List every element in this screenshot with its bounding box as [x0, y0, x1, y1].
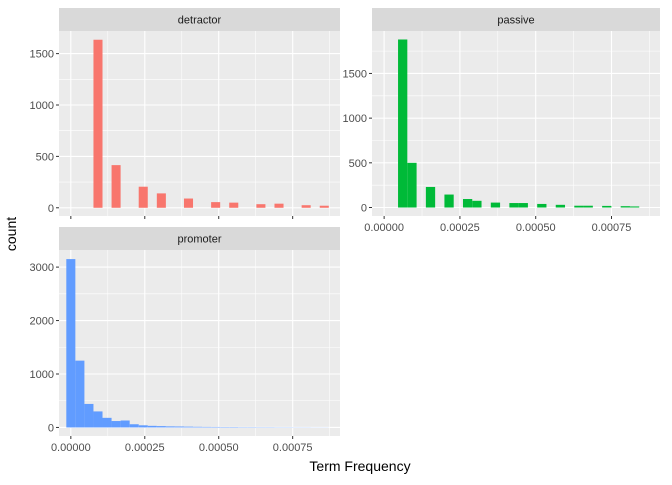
- y-tick-label: 1500: [343, 68, 367, 80]
- histogram-bar: [274, 204, 283, 208]
- histogram-bar: [66, 259, 75, 427]
- histogram-bar: [148, 426, 157, 428]
- x-tick-label: 0.00075: [273, 442, 313, 454]
- histogram-bar: [166, 426, 175, 427]
- x-tick-label: 0.00000: [51, 442, 91, 454]
- panel-background: [59, 250, 340, 436]
- histogram-bar: [509, 203, 518, 207]
- x-tick-label: 0.00050: [516, 222, 556, 234]
- y-tick-label: 500: [36, 151, 54, 163]
- histogram-bar: [444, 195, 453, 208]
- y-tick-label: 0: [361, 203, 367, 215]
- x-axis-title: Term Frequency: [309, 458, 410, 474]
- histogram-bar: [256, 204, 265, 208]
- histogram-bar: [175, 426, 184, 427]
- histogram-bar: [584, 206, 593, 208]
- y-tick-label: 0: [48, 203, 54, 215]
- histogram-bar: [75, 361, 84, 428]
- histogram-bar: [537, 204, 546, 208]
- histogram-bar: [93, 411, 102, 427]
- histogram-bar: [574, 206, 583, 208]
- y-tick-label: 2000: [30, 316, 54, 328]
- histogram-bar: [193, 427, 202, 428]
- histogram-bar: [130, 424, 139, 427]
- histogram-bar: [84, 404, 93, 428]
- histogram-bar: [184, 427, 193, 428]
- y-tick-label: 1000: [30, 369, 54, 381]
- histogram-bar: [157, 426, 166, 427]
- histogram-bar: [139, 187, 148, 208]
- histogram-bar: [519, 203, 528, 207]
- histogram-bar: [93, 40, 102, 208]
- histogram-bar: [139, 425, 148, 427]
- histogram-bar: [407, 163, 416, 208]
- histogram-bar: [472, 201, 481, 208]
- histogram-bar: [229, 203, 238, 208]
- histogram-bar: [211, 202, 220, 208]
- x-tick-label: 0.00025: [125, 442, 165, 454]
- histogram-bar: [157, 193, 166, 207]
- y-tick-label: 500: [349, 158, 367, 170]
- histogram-bar: [491, 203, 500, 208]
- histogram-bar: [463, 199, 472, 207]
- histogram-bar: [426, 187, 435, 208]
- histogram-bar: [103, 418, 112, 428]
- histogram-bar: [320, 206, 329, 208]
- x-tick-label: 0.00025: [440, 222, 480, 234]
- histogram-bar: [184, 199, 193, 208]
- y-tick-label: 0: [48, 422, 54, 434]
- facet-strip-label: promoter: [177, 234, 221, 246]
- histogram-bar: [556, 205, 565, 208]
- histogram-bar: [112, 165, 121, 208]
- x-tick-label: 0.00050: [199, 442, 239, 454]
- histogram-bar: [630, 206, 639, 207]
- histogram-bar: [112, 421, 121, 427]
- y-tick-label: 1000: [343, 113, 367, 125]
- histogram-bar: [302, 205, 311, 208]
- histogram-bar: [602, 206, 611, 208]
- histogram-bar: [121, 421, 130, 428]
- histogram-bar: [398, 39, 407, 207]
- facet-strip-label: detractor: [178, 15, 222, 27]
- y-tick-label: 3000: [30, 262, 54, 274]
- histogram-bar: [621, 206, 630, 207]
- y-tick-label: 1000: [30, 100, 54, 112]
- y-tick-label: 1500: [30, 49, 54, 61]
- histogram-bar: [202, 427, 211, 428]
- facet-strip-label: passive: [497, 15, 534, 27]
- y-axis-title: count: [3, 217, 19, 251]
- x-tick-label: 0.00000: [364, 222, 404, 234]
- x-tick-label: 0.00075: [592, 222, 632, 234]
